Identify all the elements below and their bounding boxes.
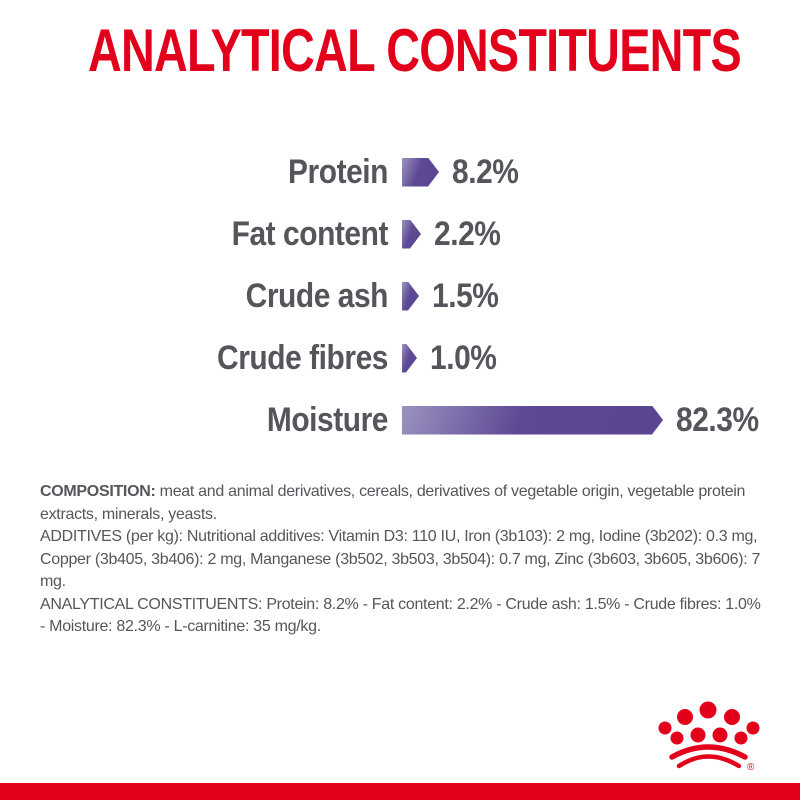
constituent-label: Protein	[288, 152, 388, 191]
constituent-bar	[402, 158, 439, 187]
royal-canin-crown-logo: ®	[658, 701, 760, 773]
constituent-value: 8.2%	[452, 152, 519, 191]
registered-mark: ®	[747, 762, 755, 773]
red-footer-bar	[0, 783, 800, 800]
crown-arcs	[669, 744, 748, 769]
constituent-bar	[402, 282, 419, 311]
page-title: ANALYTICAL CONSTITUENTS	[88, 17, 742, 84]
constituent-label: Fat content	[231, 214, 389, 253]
composition-text: meat and animal derivatives, cereals, de…	[40, 483, 746, 523]
constituent-label: Crude fibres	[217, 338, 388, 377]
constituents-chart: Protein 8.2% Fat content 2.2% Crude ash 1.5% C…	[40, 141, 770, 451]
chart-row: Crude ash 1.5%	[40, 265, 770, 327]
legal-text-block: COMPOSITION: meat and animal derivatives…	[40, 481, 764, 639]
composition-paragraph: COMPOSITION: meat and animal derivatives…	[40, 481, 764, 526]
chart-row: Moisture 82.3%	[40, 389, 770, 451]
constituent-value: 1.5%	[432, 276, 499, 315]
constituent-value: 82.3%	[676, 400, 759, 439]
constituent-bar	[402, 220, 421, 249]
chart-row: Crude fibres 1.0%	[40, 327, 770, 389]
composition-heading: COMPOSITION:	[40, 483, 156, 500]
constituent-label: Moisture	[266, 400, 389, 439]
constituent-bar	[402, 344, 417, 373]
analytical-paragraph: ANALYTICAL CONSTITUENTS: Protein: 8.2% -…	[40, 595, 761, 636]
constituent-value: 1.0%	[430, 338, 497, 377]
additives-paragraph: ADDITIVES (per kg): Nutritional additive…	[40, 528, 761, 590]
constituent-label: Crude ash	[245, 276, 389, 315]
constituent-value: 2.2%	[434, 214, 501, 253]
chart-row: Fat content 2.2%	[40, 203, 770, 265]
crown-dots	[658, 701, 760, 745]
chart-row: Protein 8.2%	[40, 141, 770, 203]
constituent-bar	[402, 406, 663, 435]
